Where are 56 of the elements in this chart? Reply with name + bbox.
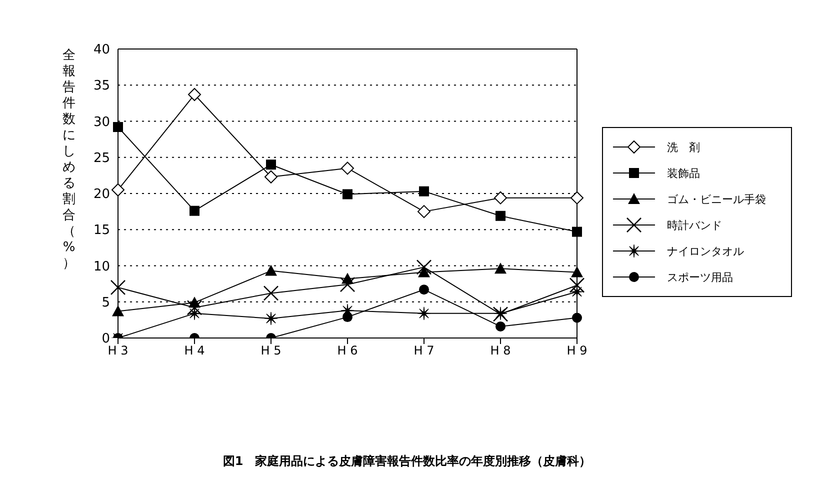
y-tick-label: 20 — [93, 187, 110, 202]
y-tick-label: 35 — [93, 78, 110, 94]
point — [496, 321, 506, 332]
legend-label: ナイロンタオル — [667, 244, 744, 258]
x-tick-label: H 8 — [490, 344, 511, 358]
text: 図1 家庭用品による皮膚障害報告件数比率の年度別推移（皮膚科） — [222, 453, 592, 470]
y-tick-label: 10 — [93, 259, 110, 274]
point — [266, 160, 276, 170]
point — [188, 88, 201, 102]
point — [494, 191, 507, 204]
y-tick-label: 5 — [102, 295, 110, 310]
y-tick-label: 30 — [93, 114, 110, 130]
point — [416, 260, 432, 275]
y-tick-label: 0 — [102, 332, 110, 347]
point — [112, 183, 124, 196]
point — [340, 276, 356, 292]
point — [110, 280, 126, 296]
x-tick-label: H 9 — [566, 344, 588, 358]
point — [341, 162, 354, 175]
point — [570, 284, 584, 299]
y-tick-label: 15 — [93, 223, 110, 238]
point — [419, 186, 429, 196]
x-tick-label: H 5 — [260, 344, 282, 358]
y-tick-label: 25 — [93, 150, 110, 166]
legend-label: スポーツ用品 — [667, 270, 733, 284]
legend-label: ゴム・ビニール手袋 — [667, 192, 766, 206]
point — [264, 170, 278, 184]
legend-label: 洗 剤 — [667, 140, 700, 154]
point — [342, 312, 352, 322]
x-tick-label: H 4 — [184, 344, 205, 358]
x-tick-label: H 6 — [337, 344, 358, 358]
point — [569, 278, 585, 293]
point — [190, 206, 200, 216]
point — [417, 306, 431, 320]
point — [572, 226, 582, 237]
x-tick-label: H 3 — [108, 344, 128, 358]
y-tick-label: 40 — [93, 42, 110, 58]
point — [342, 189, 352, 200]
legend-label: 時計バンド — [667, 218, 722, 232]
point — [572, 312, 582, 323]
point — [263, 286, 279, 301]
text: 全報告件数にしめる割合（%） — [62, 48, 76, 271]
x-tick-label: H 7 — [414, 344, 434, 358]
point — [188, 306, 202, 320]
point — [113, 122, 123, 132]
point — [496, 210, 506, 221]
legend-label: 装飾品 — [667, 166, 700, 180]
point — [494, 262, 506, 274]
point — [571, 266, 583, 278]
point — [112, 305, 124, 316]
point — [570, 191, 584, 204]
point — [264, 312, 278, 326]
point — [186, 300, 202, 316]
point — [419, 284, 429, 295]
point — [418, 205, 430, 218]
point — [265, 264, 277, 276]
